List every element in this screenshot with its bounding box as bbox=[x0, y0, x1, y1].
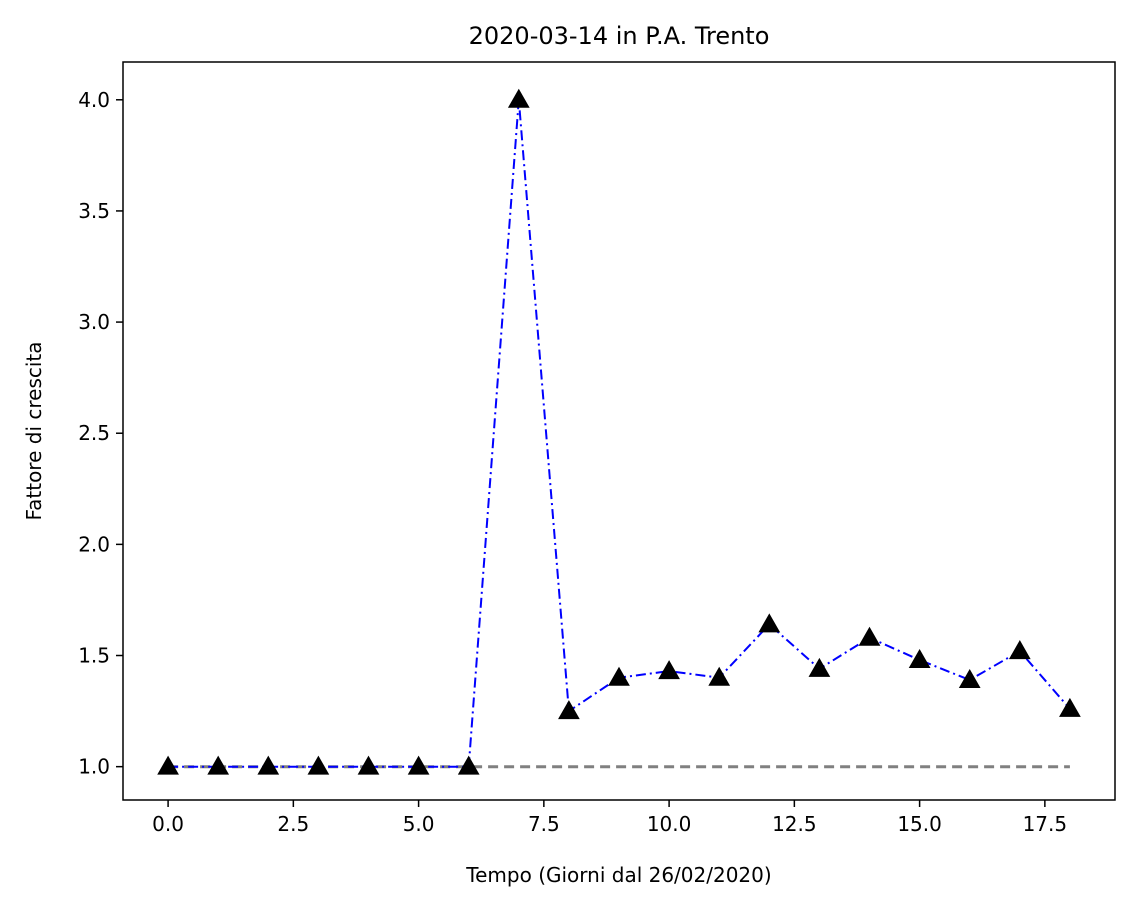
chart-title: 2020-03-14 in P.A. Trento bbox=[469, 22, 770, 50]
data-point-marker bbox=[758, 613, 781, 633]
y-tick-label: 3.5 bbox=[78, 199, 110, 223]
data-point-marker bbox=[958, 668, 981, 688]
plot-series bbox=[157, 88, 1081, 775]
data-point-marker bbox=[808, 657, 831, 677]
data-point-marker bbox=[207, 755, 230, 775]
y-tick-label: 3.0 bbox=[78, 310, 110, 334]
x-tick-label: 10.0 bbox=[647, 812, 692, 836]
data-point-marker bbox=[558, 700, 580, 720]
y-tick-label: 2.0 bbox=[78, 532, 110, 556]
data-point-marker bbox=[608, 666, 630, 686]
y-tick-label: 1.0 bbox=[78, 755, 110, 779]
data-point-marker bbox=[157, 755, 179, 775]
y-tick-label: 2.5 bbox=[78, 421, 110, 445]
data-point-marker bbox=[1059, 697, 1081, 717]
y-axis-title: Fattore di crescita bbox=[22, 341, 46, 520]
data-point-marker bbox=[1008, 640, 1031, 660]
y-tick-label: 4.0 bbox=[78, 88, 110, 112]
x-tick-label: 2.5 bbox=[277, 812, 309, 836]
y-axis: 1.0 1.5 2.0 2.5 3.0 3.5 4.0 bbox=[78, 88, 123, 779]
x-tick-label: 5.0 bbox=[403, 812, 435, 836]
x-tick-label: 17.5 bbox=[1023, 812, 1068, 836]
x-tick-label: 7.5 bbox=[528, 812, 560, 836]
data-point-marker bbox=[457, 755, 480, 775]
plot-frame bbox=[122, 61, 1116, 801]
data-point-marker bbox=[658, 660, 680, 680]
data-point-marker bbox=[307, 755, 330, 775]
x-tick-label: 0.0 bbox=[152, 812, 184, 836]
x-tick-label: 12.5 bbox=[772, 812, 817, 836]
data-point-marker bbox=[908, 648, 931, 668]
x-axis-title: Tempo (Giorni dal 26/02/2020) bbox=[465, 863, 771, 887]
x-axis: 0.0 2.5 5.0 7.5 10.0 12.5 15.0 17.5 bbox=[152, 800, 1067, 836]
data-point-marker bbox=[257, 755, 280, 775]
data-point-marker bbox=[858, 626, 881, 646]
y-tick-label: 1.5 bbox=[78, 644, 110, 668]
data-point-marker bbox=[407, 755, 430, 775]
data-point-marker bbox=[357, 755, 380, 775]
data-point-marker bbox=[507, 88, 530, 108]
data-point-marker bbox=[708, 666, 731, 686]
x-tick-label: 15.0 bbox=[897, 812, 942, 836]
